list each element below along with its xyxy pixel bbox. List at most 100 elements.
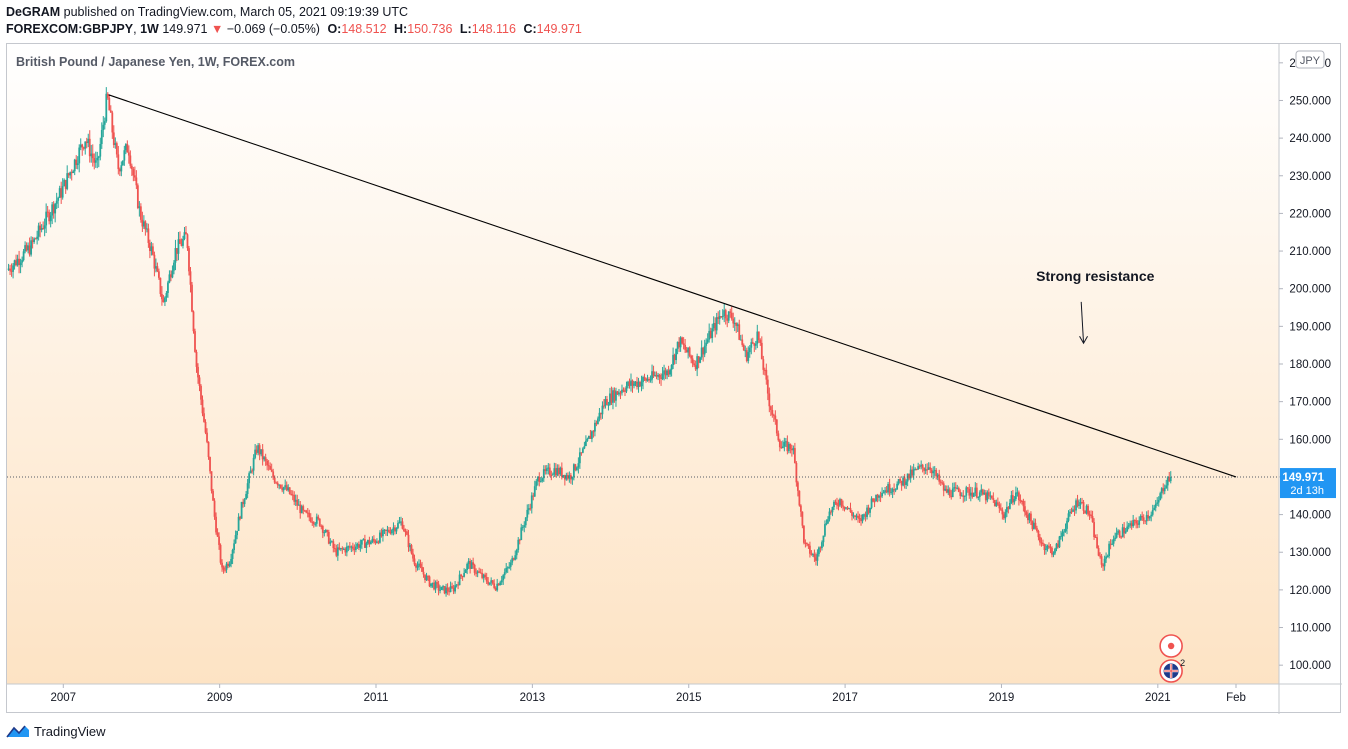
candle-body [148, 242, 151, 252]
candle-body [1142, 517, 1145, 521]
candle-body [932, 471, 935, 474]
candle-body [803, 525, 805, 543]
candle-body [718, 316, 721, 319]
candle-body [1016, 492, 1019, 494]
candle-body [732, 318, 735, 324]
y-tick-label: 110.000 [1290, 623, 1331, 635]
candle-body [872, 498, 874, 502]
time-scale[interactable]: 2007 2009 2011 2013 2015 2017 2019 2021 Feb [50, 684, 1246, 704]
candle-body [224, 569, 226, 571]
price-chart[interactable]: Strong resistance 2 100.000 110.000 120.000… [7, 44, 1342, 714]
candle-body [691, 358, 694, 364]
candle-body [139, 206, 142, 220]
candle-body [675, 348, 678, 361]
candle-body [129, 155, 132, 166]
open-label: O: [327, 22, 342, 36]
candle-body [1129, 523, 1132, 526]
candle-body [643, 377, 646, 379]
tradingview-brand[interactable]: TradingView [34, 723, 106, 739]
candle-body [418, 563, 420, 566]
candle-body [790, 448, 793, 451]
candle-body [839, 499, 841, 506]
candle-body [455, 584, 458, 586]
symbol-name[interactable]: FOREXCOM:GBPJPY [6, 22, 134, 36]
candle-body [760, 342, 763, 360]
candle-body [248, 473, 251, 484]
candle-body [598, 412, 601, 419]
candle-body [1039, 537, 1041, 543]
candle-body [347, 546, 350, 548]
candle-body [440, 586, 443, 590]
candle-series [7, 87, 1172, 597]
price-scale[interactable]: 100.000110.000120.000130.000140.000150.0… [1279, 58, 1336, 672]
candle-body [751, 342, 754, 344]
candle-body [518, 539, 521, 541]
uk-flag-events-icon[interactable]: 2 [1159, 658, 1185, 683]
candle-body [688, 347, 691, 356]
candle-body [536, 477, 539, 482]
candle-body [882, 492, 885, 494]
candle-body [366, 540, 369, 544]
candle-body [37, 225, 40, 237]
candle-body [858, 518, 861, 520]
candle-body [642, 377, 644, 383]
candle-body [25, 245, 28, 251]
y-tick-label: 240.000 [1289, 133, 1331, 145]
candle-body [694, 365, 697, 370]
candle-body [571, 476, 574, 480]
candle-body [398, 522, 401, 524]
open-value: 148.512 [341, 22, 387, 36]
candle-body [1157, 500, 1160, 503]
candle-body [986, 492, 989, 501]
candle-body [836, 502, 838, 506]
candle-body [109, 110, 112, 113]
candle-body [583, 446, 586, 449]
candle-body [16, 258, 19, 266]
candle-body [105, 93, 108, 122]
candle-body [619, 392, 622, 394]
tradingview-logo-icon[interactable] [6, 724, 30, 738]
candle-body [983, 492, 986, 495]
candle-body [430, 583, 432, 587]
candle-body [344, 548, 347, 553]
candle-body [757, 331, 760, 340]
candle-body [648, 378, 650, 381]
candle-body [589, 435, 592, 439]
candle-body [939, 481, 942, 483]
chart-pane[interactable]: Strong resistance 2 100.000 110.000 120.000… [6, 43, 1342, 714]
candle-body [142, 221, 145, 227]
low-label: L: [459, 22, 472, 36]
candle-body [135, 177, 138, 186]
candle-body [867, 507, 870, 513]
candle-body [171, 270, 174, 278]
candle-body [735, 322, 738, 326]
candle-body [49, 215, 52, 222]
candle-body [392, 527, 395, 530]
y-tick-label: 220.000 [1289, 208, 1331, 220]
candle-body [246, 483, 249, 495]
candle-body [783, 441, 786, 447]
candle-body [103, 121, 106, 125]
currency-button[interactable]: JPY [1295, 50, 1325, 69]
candle-body [458, 574, 461, 586]
candle-body [950, 495, 953, 498]
candle-body [879, 495, 882, 497]
candle-body [586, 438, 589, 441]
candle-body [706, 339, 709, 343]
candle-body [830, 511, 832, 513]
candle-body [1019, 500, 1022, 502]
candle-body [1010, 495, 1013, 503]
candle-body [601, 405, 604, 415]
candle-body [869, 507, 871, 513]
candle-body [682, 343, 685, 345]
candle-body [412, 553, 414, 559]
candle-body [981, 489, 984, 495]
author-name[interactable]: DeGRAM [6, 5, 61, 19]
candle-body [1034, 522, 1037, 529]
candle-body [323, 532, 326, 534]
x-tick-label: 2015 [676, 692, 702, 704]
event-marker-icon[interactable] [1159, 634, 1183, 658]
candle-body [309, 517, 312, 522]
candle-body [792, 448, 795, 451]
candle-body [920, 464, 923, 467]
